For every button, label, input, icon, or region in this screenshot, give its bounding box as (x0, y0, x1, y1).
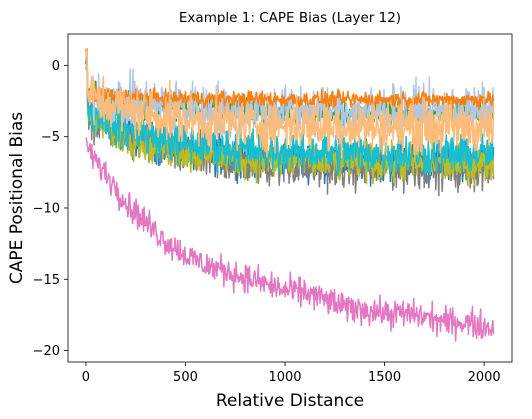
x-tick-label: 2000 (468, 370, 501, 385)
x-tick-label: 1000 (268, 370, 301, 385)
y-axis: 0 −5 −10 −15 −20 (33, 59, 68, 359)
x-tick-label: 500 (173, 370, 198, 385)
x-tick-label: 1500 (368, 370, 401, 385)
plot-frame (67, 33, 513, 363)
y-tick-label: −20 (33, 344, 60, 359)
series-line-5 (85, 50, 495, 177)
y-tick-label: −5 (41, 130, 60, 145)
chart-title: Example 1: CAPE Bias (Layer 12) (179, 10, 401, 26)
y-tick-label: −15 (33, 273, 60, 288)
y-axis-label: CAPE Positional Bias (7, 112, 27, 284)
series-line-8 (85, 48, 495, 159)
y-tick-label: −10 (33, 201, 60, 216)
x-axis: 0 500 1000 1500 2000 (82, 362, 501, 385)
x-tick-label: 0 (82, 370, 90, 385)
series-line-7 (85, 47, 495, 111)
plot-area (85, 47, 495, 342)
x-axis-label: Relative Distance (216, 391, 364, 411)
y-tick-label: 0 (52, 59, 60, 74)
series-line-9 (85, 137, 495, 342)
